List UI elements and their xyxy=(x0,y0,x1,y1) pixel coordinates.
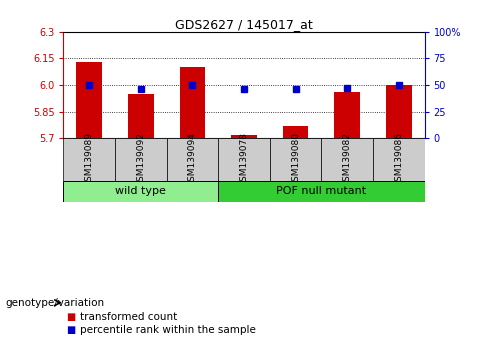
Text: transformed count: transformed count xyxy=(80,312,177,322)
Text: wild type: wild type xyxy=(115,186,166,196)
Bar xyxy=(270,138,322,181)
Bar xyxy=(218,181,425,202)
Text: percentile rank within the sample: percentile rank within the sample xyxy=(80,325,255,335)
Bar xyxy=(386,85,412,138)
Text: POF null mutant: POF null mutant xyxy=(276,186,366,196)
Text: GSM139082: GSM139082 xyxy=(343,132,352,187)
Text: ■: ■ xyxy=(66,312,75,322)
Bar xyxy=(76,62,102,138)
Text: GSM139094: GSM139094 xyxy=(188,132,197,187)
Title: GDS2627 / 145017_at: GDS2627 / 145017_at xyxy=(175,18,313,31)
Bar xyxy=(180,67,205,138)
Bar xyxy=(63,138,115,181)
Bar xyxy=(334,92,360,138)
Bar xyxy=(166,138,218,181)
Text: GSM139080: GSM139080 xyxy=(291,132,300,187)
Bar xyxy=(283,126,308,138)
Bar xyxy=(322,138,373,181)
Text: GSM139089: GSM139089 xyxy=(85,132,94,187)
Text: GSM139086: GSM139086 xyxy=(394,132,403,187)
Bar xyxy=(231,135,257,138)
Text: ■: ■ xyxy=(66,325,75,335)
Bar xyxy=(63,181,218,202)
Bar xyxy=(115,138,166,181)
Bar xyxy=(218,138,270,181)
Text: GSM139078: GSM139078 xyxy=(240,132,248,187)
Bar xyxy=(373,138,425,181)
Text: GSM139092: GSM139092 xyxy=(136,132,145,187)
Text: genotype/variation: genotype/variation xyxy=(5,298,104,308)
Bar xyxy=(128,94,154,138)
